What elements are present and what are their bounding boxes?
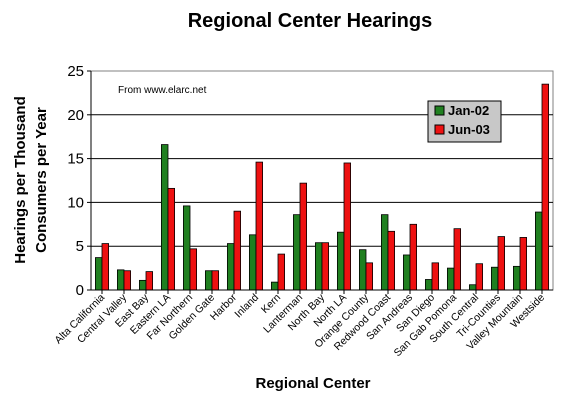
bar-jan-02	[513, 265, 521, 291]
bar-jun-03	[387, 230, 395, 291]
bar-jan-02	[292, 214, 301, 291]
x-axis-title: Regional Center	[255, 375, 370, 392]
chart-title: Regional Center Hearings	[188, 10, 433, 32]
bar-jun-03	[365, 262, 373, 291]
y-tick-label: 10	[67, 194, 84, 211]
y-tick-label: 0	[76, 282, 84, 299]
bar-jan-02	[226, 243, 235, 291]
bar-jan-02	[468, 284, 477, 291]
bar-jan-02	[336, 231, 345, 291]
bar-jan-02	[160, 144, 169, 291]
bar-jun-03	[189, 248, 197, 291]
y-tick-label: 5	[76, 238, 84, 255]
y-axis-title-line-2: Consumers per Year	[33, 107, 50, 253]
bar-jun-03	[211, 270, 219, 291]
bar-jun-03	[343, 162, 351, 291]
source-annotation: From www.elarc.net	[118, 85, 207, 96]
y-axis-title-line-1: Hearings per Thousand	[12, 96, 29, 264]
legend-swatch-jun-03	[434, 124, 445, 135]
bars	[95, 83, 549, 291]
y-tick-label: 15	[67, 151, 84, 168]
bar-jun-03	[519, 237, 527, 291]
y-tick-label: 25	[67, 63, 84, 80]
y-axis-title: Hearings per Thousand Consumers per Year	[12, 96, 50, 264]
bar-jan-02	[270, 281, 279, 291]
bar-jan-02	[424, 279, 433, 291]
bar-jun-03	[255, 161, 263, 291]
bar-jun-03	[101, 243, 109, 291]
bar-jun-03	[123, 270, 131, 291]
bar-jan-02	[535, 211, 543, 291]
bar-jan-02	[117, 269, 125, 291]
legend-swatch-jan-02	[434, 105, 445, 116]
bar-jun-03	[453, 228, 461, 291]
bar-jan-02	[182, 205, 191, 291]
legend-label-jun-03: Jun-03	[448, 122, 490, 137]
bar-jun-03	[321, 242, 329, 291]
bar-jan-02	[402, 254, 411, 291]
bar-jun-03	[233, 210, 241, 291]
bar-jan-02	[248, 234, 257, 291]
x-tick-label: Inland	[232, 292, 261, 321]
bar-jan-02	[314, 242, 323, 291]
bar-jan-02	[95, 257, 103, 291]
legend: Jan-02 Jun-03	[427, 100, 502, 143]
bar-jun-03	[431, 262, 439, 291]
bar-jan-02	[138, 279, 147, 291]
bar-jan-02	[380, 214, 389, 291]
bar-jun-03	[409, 223, 417, 291]
bar-jun-03	[145, 271, 153, 291]
y-tick-label: 20	[67, 107, 84, 124]
bar-jun-03	[497, 236, 505, 291]
bar-jan-02	[358, 249, 367, 291]
bar-jun-03	[299, 182, 307, 291]
bar-jun-03	[277, 253, 285, 291]
bar-jun-03	[167, 187, 175, 291]
bar-jan-02	[446, 267, 455, 291]
legend-label-jan-02: Jan-02	[448, 103, 489, 118]
bar-jun-03	[541, 83, 549, 291]
bar-jan-02	[204, 270, 213, 291]
bar-jun-03	[475, 263, 483, 291]
bar-jan-02	[490, 266, 499, 291]
